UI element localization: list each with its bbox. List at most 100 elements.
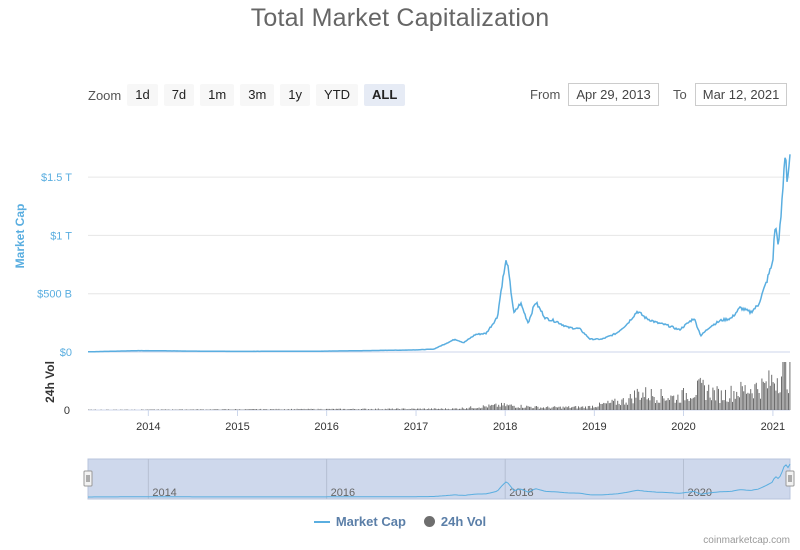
volume-bar [545, 407, 547, 410]
volume-bar [783, 362, 785, 410]
volume-bar [172, 409, 173, 410]
range-to-input[interactable]: Mar 12, 2021 [694, 83, 788, 106]
volume-bar [613, 400, 614, 410]
volume-bar [417, 408, 418, 410]
volume-bar [334, 409, 336, 410]
zoom-1m-button[interactable]: 1m [200, 84, 235, 106]
volume-bar [765, 381, 767, 410]
volume-bar [239, 409, 241, 410]
navigator-handle[interactable] [83, 470, 93, 487]
volume-bar [666, 400, 668, 410]
zoom-7d-button[interactable]: 7d [163, 84, 195, 106]
zoom-1y-button[interactable]: 1y [280, 84, 311, 106]
volume-bar [403, 408, 404, 410]
range-from: From Apr 29, 2013 [530, 83, 659, 106]
volume-bar [478, 407, 480, 410]
zoom-1d-button[interactable]: 1d [127, 84, 158, 106]
x-tick-label: 2016 [314, 421, 338, 433]
volume-bar [519, 408, 521, 410]
navigator-mask[interactable] [87, 458, 791, 500]
y-tick-label: $1 T [50, 230, 72, 242]
volume-bar [396, 408, 397, 410]
volume-bar [473, 408, 474, 410]
volume-bar [534, 406, 536, 410]
volume-bar [362, 408, 364, 410]
volume-bar [404, 408, 406, 410]
volume-bar [412, 408, 414, 410]
volume-bar [706, 390, 708, 410]
volume-bar [569, 408, 571, 410]
range-from-input[interactable]: Apr 29, 2013 [568, 83, 659, 106]
volume-bar [482, 405, 484, 410]
volume-bar [426, 409, 428, 410]
volume-bar [785, 362, 787, 410]
zoom-all-button[interactable]: ALL [364, 84, 406, 106]
volume-bar [477, 408, 479, 410]
volume-bar [533, 408, 535, 410]
volume-bar [468, 407, 470, 410]
volume-bar [739, 397, 740, 410]
volume-bar [193, 409, 194, 410]
volume-bar [354, 409, 355, 410]
volume-bar [488, 404, 490, 410]
volume-bar [452, 408, 453, 410]
volume-bar [257, 409, 259, 410]
volume-bar [557, 407, 558, 410]
volume-bar [774, 383, 775, 410]
volume-bar [223, 409, 225, 410]
y-tick-label: $0 [60, 347, 72, 359]
volume-bar [258, 409, 260, 410]
zoom-3m-button[interactable]: 3m [240, 84, 275, 106]
volume-bar [779, 392, 781, 410]
x-tick-label: 2021 [761, 421, 785, 433]
volume-bar [282, 409, 284, 410]
zoom-label: Zoom [88, 87, 122, 103]
volume-bar [408, 408, 410, 410]
volume-bar [397, 408, 399, 410]
volume-bar [369, 409, 371, 410]
volume-bar [278, 408, 280, 410]
zoom-bar: Zoom 1d 7d 1m 3m 1y YTD ALL [88, 83, 411, 107]
volume-bar [698, 379, 700, 410]
volume-bar [586, 408, 588, 410]
volume-bar [548, 407, 550, 410]
volume-bar [431, 408, 432, 410]
volume-bar [456, 408, 458, 410]
volume-bar [348, 409, 350, 410]
volume-bar [405, 409, 407, 410]
volume-bar [673, 395, 675, 410]
volume-bar [429, 409, 431, 410]
volume-bar [736, 391, 738, 410]
legend-item-market-cap[interactable]: Market Cap [313, 514, 406, 529]
range-to-label: To [673, 87, 687, 102]
market-cap-line [88, 154, 791, 353]
volume-bar [415, 409, 417, 410]
zoom-ytd-button[interactable]: YTD [316, 84, 359, 106]
credits-link[interactable]: coinmarketcap.com [703, 535, 790, 546]
legend-item-volume[interactable]: 24h Vol [423, 514, 486, 529]
volume-bar [524, 407, 526, 410]
volume-bar [652, 396, 654, 410]
volume-bar [628, 398, 630, 410]
volume-bar [558, 406, 560, 410]
volume-bar [590, 408, 592, 410]
volume-bar [775, 390, 777, 410]
volume-bar [746, 393, 747, 410]
volume-bar [321, 409, 323, 410]
volume-bar [460, 408, 462, 410]
volume-bar [617, 400, 619, 410]
navigator-handle[interactable] [785, 470, 795, 487]
volume-bar [440, 408, 442, 410]
x-tick-label: 2020 [671, 421, 695, 433]
volume-bar [299, 409, 301, 410]
navigator[interactable]: 2014 2016 2018 2020 [83, 458, 795, 500]
volume-bar [691, 398, 693, 410]
volume-bar [216, 409, 218, 410]
volume-bar [781, 376, 782, 410]
volume-bar [222, 409, 224, 410]
volume-bar [601, 403, 603, 410]
volume-bar [530, 406, 532, 410]
volume-bar [335, 408, 337, 410]
volume-bar [361, 409, 362, 410]
volume-bar [368, 409, 369, 410]
